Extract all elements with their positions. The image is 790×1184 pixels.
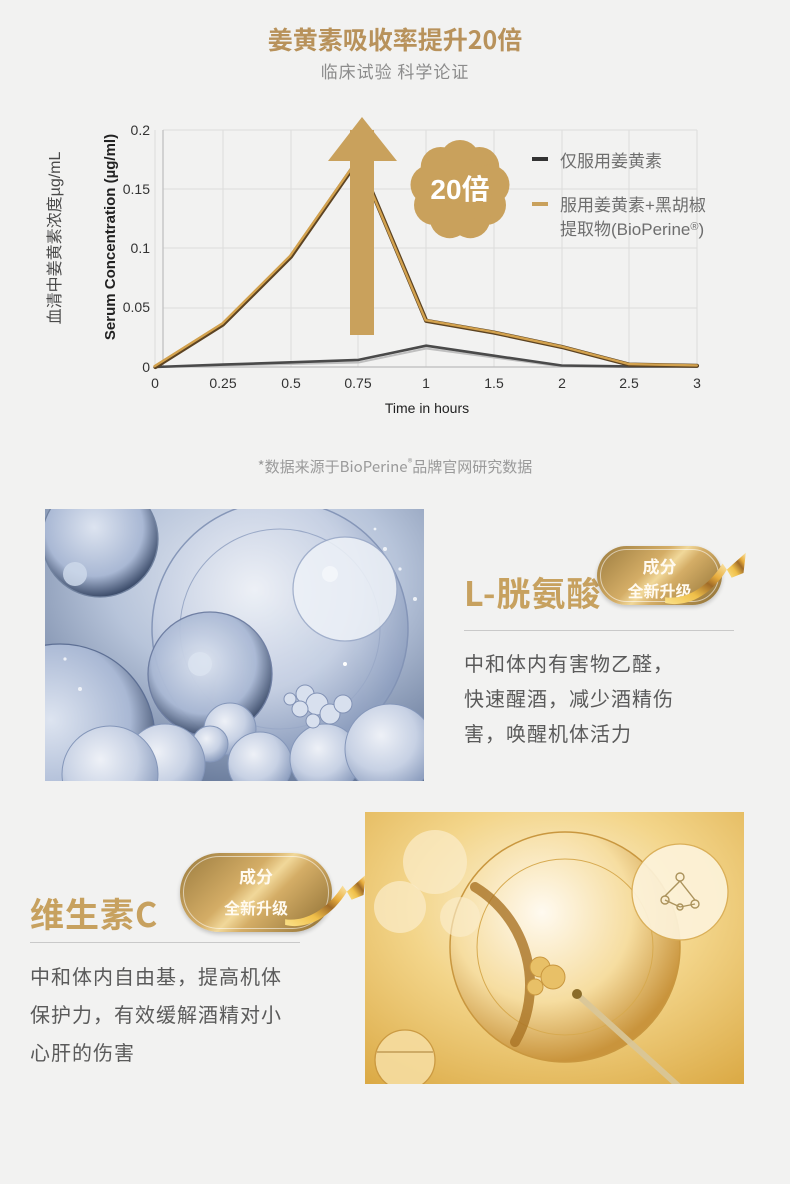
svg-text:2: 2: [558, 375, 566, 391]
svg-text:0.15: 0.15: [123, 181, 150, 197]
svg-text:0: 0: [142, 359, 150, 375]
svg-text:0.2: 0.2: [131, 122, 151, 138]
svg-text:20倍: 20倍: [430, 174, 489, 205]
svg-text:Time in hours: Time in hours: [385, 400, 469, 416]
svg-text:Serum Concentration (µg/ml): Serum Concentration (µg/ml): [102, 134, 119, 340]
svg-text:0.1: 0.1: [131, 240, 151, 256]
svg-text:0.05: 0.05: [123, 299, 150, 315]
svg-text:0.25: 0.25: [209, 375, 236, 391]
svg-text:2.5: 2.5: [619, 375, 639, 391]
svg-text:3: 3: [693, 375, 701, 391]
svg-text:服用姜黄素+黑胡椒: 服用姜黄素+黑胡椒: [560, 196, 706, 215]
svg-text:0.5: 0.5: [281, 375, 301, 391]
svg-text:提取物(BioPerine®): 提取物(BioPerine®): [560, 220, 704, 239]
svg-text:血清中姜黄素浓度µg/mL: 血清中姜黄素浓度µg/mL: [46, 152, 64, 325]
svg-text:0: 0: [151, 375, 159, 391]
svg-text:1: 1: [422, 375, 430, 391]
svg-text:仅服用姜黄素: 仅服用姜黄素: [560, 152, 662, 171]
svg-text:1.5: 1.5: [484, 375, 504, 391]
svg-text:0.75: 0.75: [344, 375, 371, 391]
